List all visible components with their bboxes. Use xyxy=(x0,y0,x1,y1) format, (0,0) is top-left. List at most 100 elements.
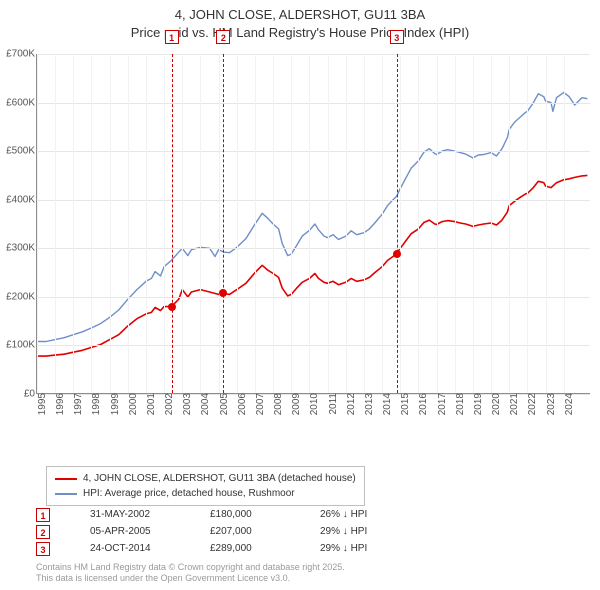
gridline-v xyxy=(309,54,310,393)
gridline-v xyxy=(291,54,292,393)
gridline-v xyxy=(237,54,238,393)
event-diff: 26% ↓ HPI xyxy=(320,506,440,523)
gridline-h xyxy=(37,345,590,346)
event-num: 3 xyxy=(36,542,50,556)
y-axis-label: £600K xyxy=(6,97,37,108)
event-price: £207,000 xyxy=(210,523,320,540)
x-axis-label: 2007 xyxy=(251,393,266,415)
gridline-v xyxy=(182,54,183,393)
gridline-h xyxy=(37,200,590,201)
x-axis-label: 2018 xyxy=(451,393,466,415)
event-num: 2 xyxy=(36,525,50,539)
x-axis-label: 2024 xyxy=(560,393,575,415)
gridline-h xyxy=(37,151,590,152)
event-date: 31-MAY-2002 xyxy=(90,506,210,523)
x-axis-label: 2003 xyxy=(178,393,193,415)
event-row: 1 31-MAY-2002£180,00026% ↓ HPI xyxy=(36,506,440,523)
y-axis-label: £200K xyxy=(6,291,37,302)
event-diff: 29% ↓ HPI xyxy=(320,523,440,540)
gridline-v xyxy=(491,54,492,393)
gridline-v xyxy=(273,54,274,393)
x-axis-label: 2021 xyxy=(505,393,520,415)
series-line-property xyxy=(37,175,587,356)
event-point xyxy=(168,303,176,311)
footer-line-2: This data is licensed under the Open Gov… xyxy=(36,573,345,584)
gridline-v xyxy=(418,54,419,393)
x-axis-label: 2020 xyxy=(487,393,502,415)
gridline-v xyxy=(546,54,547,393)
y-axis-label: £300K xyxy=(6,243,37,254)
y-axis-label: £700K xyxy=(6,49,37,60)
gridline-v xyxy=(219,54,220,393)
legend-swatch-property xyxy=(55,478,77,480)
gridline-h xyxy=(37,297,590,298)
gridline-v xyxy=(564,54,565,393)
event-row: 324-OCT-2014£289,00029% ↓ HPI xyxy=(36,540,440,557)
x-axis-label: 1997 xyxy=(69,393,84,415)
gridline-v xyxy=(146,54,147,393)
gridline-v xyxy=(91,54,92,393)
x-axis-label: 2015 xyxy=(396,393,411,415)
x-axis-label: 2014 xyxy=(378,393,393,415)
x-axis-label: 2004 xyxy=(196,393,211,415)
event-point xyxy=(219,289,227,297)
event-num: 1 xyxy=(36,508,50,522)
event-row: 205-APR-2005£207,00029% ↓ HPI xyxy=(36,523,440,540)
event-price: £180,000 xyxy=(210,506,320,523)
x-axis-label: 2022 xyxy=(523,393,538,415)
legend-swatch-hpi xyxy=(55,493,77,495)
title-line-1: 4, JOHN CLOSE, ALDERSHOT, GU11 3BA xyxy=(0,6,600,24)
chart-title: 4, JOHN CLOSE, ALDERSHOT, GU11 3BA Price… xyxy=(0,0,600,41)
chart-container: 4, JOHN CLOSE, ALDERSHOT, GU11 3BA Price… xyxy=(0,0,600,590)
chart-area: £0£100K£200K£300K£400K£500K£600K£700K199… xyxy=(36,54,590,426)
y-axis-label: £400K xyxy=(6,194,37,205)
event-line xyxy=(397,54,398,393)
x-axis-label: 2012 xyxy=(342,393,357,415)
x-axis-label: 1999 xyxy=(106,393,121,415)
x-axis-label: 2016 xyxy=(414,393,429,415)
legend-label-property: 4, JOHN CLOSE, ALDERSHOT, GU11 3BA (deta… xyxy=(83,471,356,486)
event-date: 24-OCT-2014 xyxy=(90,540,210,557)
event-line xyxy=(172,54,173,393)
events-table: 131-MAY-2002£180,00026% ↓ HPI205-APR-200… xyxy=(36,506,440,557)
event-marker-label: 1 xyxy=(165,30,179,44)
plot: £0£100K£200K£300K£400K£500K£600K£700K199… xyxy=(36,54,590,394)
gridline-v xyxy=(509,54,510,393)
legend: 4, JOHN CLOSE, ALDERSHOT, GU11 3BA (deta… xyxy=(46,466,365,506)
footer: Contains HM Land Registry data © Crown c… xyxy=(36,562,345,585)
title-line-2: Price paid vs. HM Land Registry's House … xyxy=(0,24,600,42)
event-marker-label: 2 xyxy=(216,30,230,44)
gridline-v xyxy=(73,54,74,393)
x-axis-label: 2008 xyxy=(269,393,284,415)
gridline-v xyxy=(364,54,365,393)
x-axis-label: 1998 xyxy=(87,393,102,415)
gridline-v xyxy=(255,54,256,393)
event-line xyxy=(223,54,224,393)
gridline-v xyxy=(400,54,401,393)
x-axis-label: 2019 xyxy=(469,393,484,415)
event-marker-label: 3 xyxy=(390,30,404,44)
x-axis-label: 2010 xyxy=(305,393,320,415)
gridline-h xyxy=(37,54,590,55)
x-axis-label: 1996 xyxy=(51,393,66,415)
gridline-h xyxy=(37,248,590,249)
x-axis-label: 2002 xyxy=(160,393,175,415)
y-axis-label: £500K xyxy=(6,146,37,157)
x-axis-label: 2023 xyxy=(542,393,557,415)
gridline-v xyxy=(455,54,456,393)
x-axis-label: 2017 xyxy=(433,393,448,415)
event-point xyxy=(393,250,401,258)
x-axis-label: 1995 xyxy=(33,393,48,415)
gridline-v xyxy=(37,54,38,393)
gridline-v xyxy=(473,54,474,393)
x-axis-label: 2011 xyxy=(324,393,339,415)
legend-label-hpi: HPI: Average price, detached house, Rush… xyxy=(83,486,295,501)
legend-row-property: 4, JOHN CLOSE, ALDERSHOT, GU11 3BA (deta… xyxy=(55,471,356,486)
gridline-v xyxy=(200,54,201,393)
legend-row-hpi: HPI: Average price, detached house, Rush… xyxy=(55,486,356,501)
gridline-v xyxy=(110,54,111,393)
gridline-v xyxy=(328,54,329,393)
gridline-v xyxy=(128,54,129,393)
gridline-v xyxy=(55,54,56,393)
y-axis-label: £100K xyxy=(6,340,37,351)
